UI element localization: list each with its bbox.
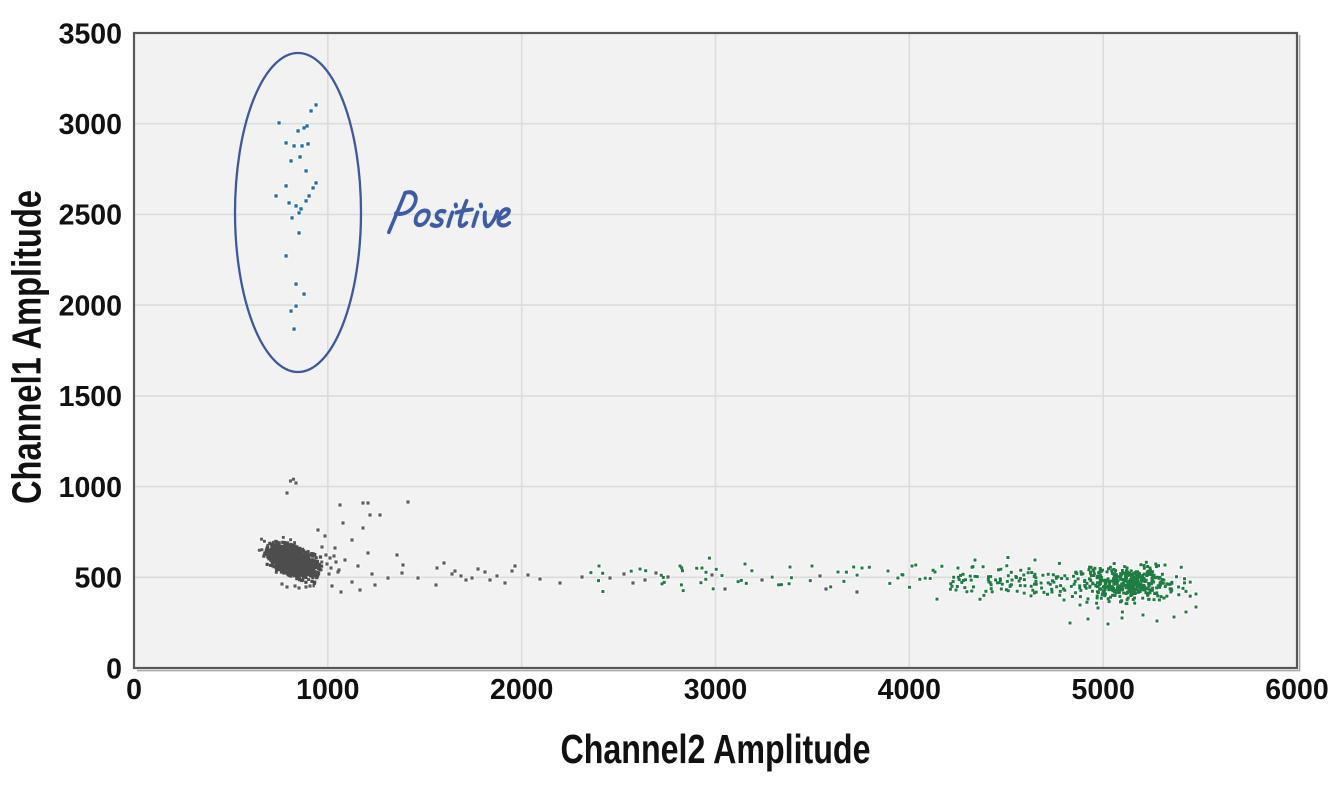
svg-text:0: 0 [126, 674, 142, 706]
svg-text:1000: 1000 [59, 472, 122, 504]
svg-text:2000: 2000 [59, 290, 122, 322]
svg-text:2500: 2500 [59, 200, 122, 232]
svg-text:6000: 6000 [1265, 674, 1328, 706]
svg-text:500: 500 [74, 563, 122, 595]
svg-text:0: 0 [106, 653, 122, 685]
svg-text:Channel2 Amplitude: Channel2 Amplitude [561, 726, 871, 772]
svg-text:5000: 5000 [1071, 674, 1134, 706]
svg-text:Channel1 Amplitude: Channel1 Amplitude [4, 190, 50, 504]
svg-text:3000: 3000 [684, 674, 747, 706]
svg-text:1000: 1000 [296, 674, 359, 706]
svg-text:1500: 1500 [59, 381, 122, 413]
svg-text:4000: 4000 [878, 674, 941, 706]
svg-text:3000: 3000 [59, 109, 122, 141]
svg-text:2000: 2000 [490, 674, 553, 706]
svg-text:3500: 3500 [59, 18, 122, 50]
